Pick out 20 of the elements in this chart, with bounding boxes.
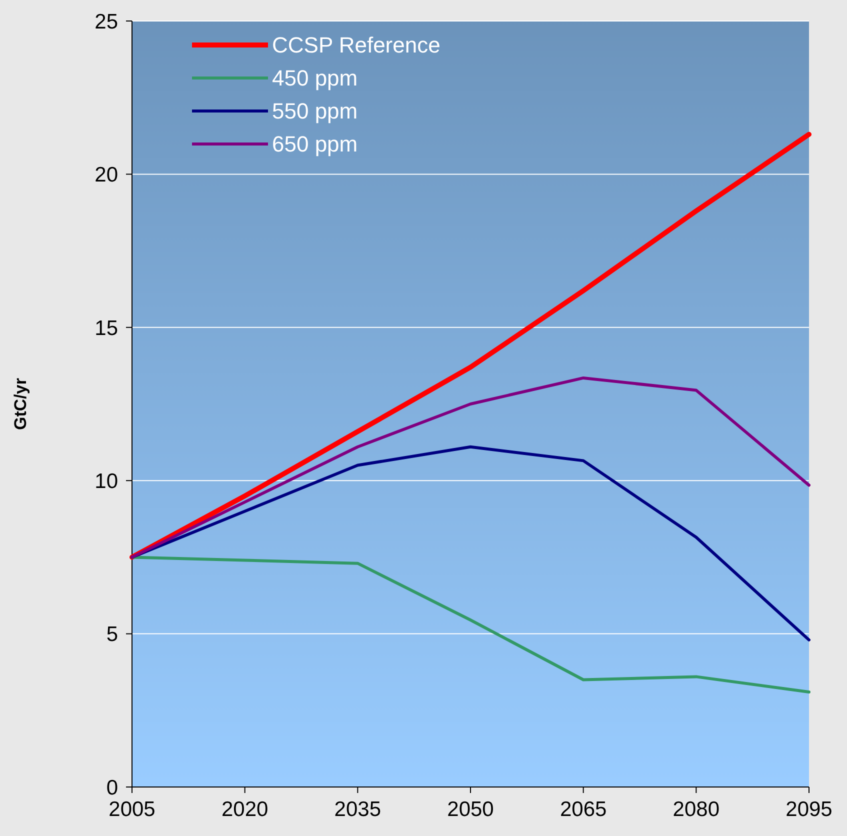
legend-label: CCSP Reference <box>272 32 440 58</box>
y-tick-label: 0 <box>106 776 118 800</box>
line-series <box>130 376 810 559</box>
legend-label: 550 ppm <box>272 98 358 124</box>
x-tick-label: 2065 <box>560 798 607 821</box>
y-tick-label: 10 <box>94 470 118 493</box>
line-series <box>130 556 810 694</box>
y-tick-label: 25 <box>94 10 118 34</box>
legend-label: 450 ppm <box>272 66 358 91</box>
legend-label: 650 ppm <box>272 132 358 157</box>
x-tick-label: 2095 <box>786 798 832 821</box>
y-tick-label: 15 <box>94 316 118 340</box>
x-tick-label: 2050 <box>447 798 494 821</box>
x-tick-label: 2080 <box>672 798 720 821</box>
y-tick-label: 20 <box>94 164 118 187</box>
y-tick-label: 5 <box>106 623 118 646</box>
x-tick-label: 2035 <box>334 798 382 821</box>
y-axis-title: GtC/yr <box>11 378 30 430</box>
x-tick-label: 2020 <box>221 798 268 821</box>
x-tick-label: 2005 <box>108 798 156 821</box>
